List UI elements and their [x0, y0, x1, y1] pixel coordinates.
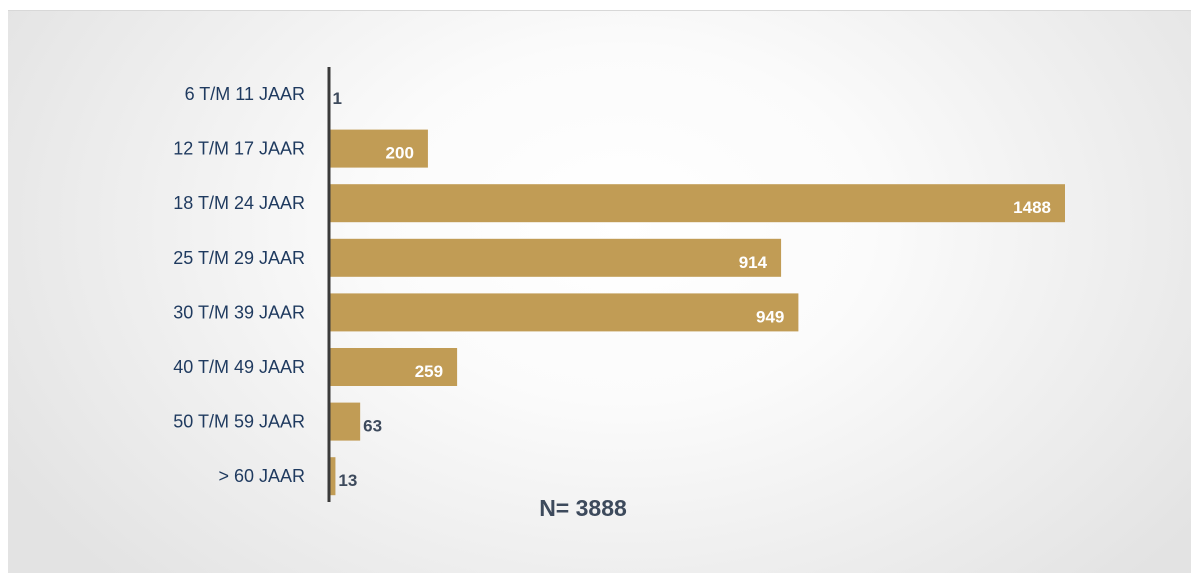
- value-label-6: 259: [415, 362, 443, 381]
- value-label-8: 13: [338, 471, 357, 490]
- value-labels-group: 1 200 1488 914 949 259 63 13: [333, 89, 1052, 490]
- category-label-7: 50 T/M 59 JAAR: [173, 412, 305, 432]
- value-label-7: 63: [363, 417, 382, 436]
- value-label-4: 914: [739, 253, 768, 272]
- category-labels-group: 6 T/M 11 JAAR 12 T/M 17 JAAR 18 T/M 24 JAA…: [173, 84, 305, 486]
- sample-size-annotation: N= 3888: [539, 495, 627, 521]
- category-label-6: 40 T/M 49 JAAR: [173, 357, 305, 377]
- value-label-3: 1488: [1013, 198, 1051, 217]
- category-label-2: 12 T/M 17 JAAR: [173, 139, 305, 159]
- bars-group: [329, 75, 1065, 496]
- chart-background: [8, 10, 1191, 573]
- bar-8: [329, 457, 336, 496]
- bar-3: [329, 184, 1065, 223]
- category-label-3: 18 T/M 24 JAAR: [173, 193, 305, 213]
- bar-4: [329, 238, 782, 277]
- value-label-1: 1: [333, 89, 342, 108]
- bar-5: [329, 293, 799, 332]
- value-label-2: 200: [386, 144, 414, 163]
- bar-7: [329, 402, 361, 441]
- bar-6: [329, 348, 458, 386]
- value-label-5: 949: [756, 307, 784, 326]
- category-label-8: > 60 JAAR: [218, 466, 305, 486]
- bar-2: [329, 129, 428, 168]
- category-label-5: 30 T/M 39 JAAR: [173, 302, 305, 322]
- category-label-4: 25 T/M 29 JAAR: [173, 248, 305, 268]
- category-label-1: 6 T/M 11 JAAR: [185, 84, 305, 104]
